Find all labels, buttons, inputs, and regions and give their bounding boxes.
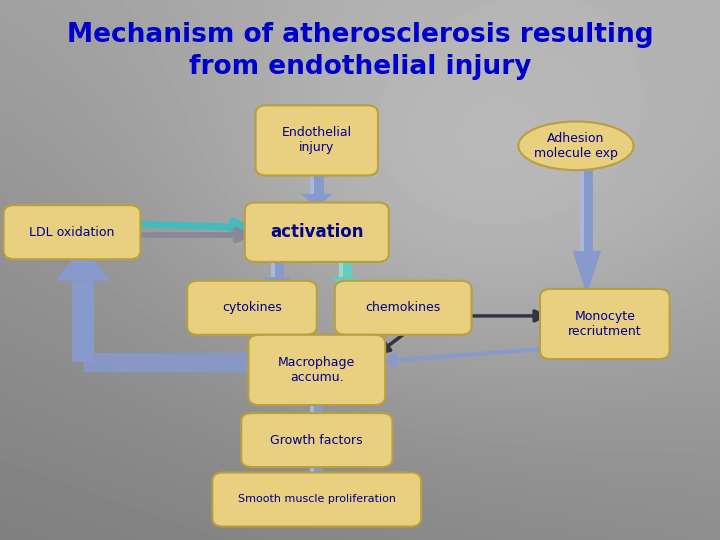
Bar	[271, 254, 284, 278]
Bar	[310, 397, 314, 413]
Text: Smooth muscle proliferation: Smooth muscle proliferation	[238, 495, 396, 504]
Text: activation: activation	[270, 223, 364, 241]
Text: Monocyte
recriutment: Monocyte recriutment	[568, 310, 642, 338]
Text: Endothelial
injury: Endothelial injury	[282, 126, 352, 154]
Bar	[310, 460, 314, 472]
Bar	[310, 460, 323, 472]
FancyBboxPatch shape	[212, 472, 421, 526]
Polygon shape	[572, 251, 601, 294]
FancyBboxPatch shape	[187, 281, 317, 335]
Text: Macrophage
accumu.: Macrophage accumu.	[278, 356, 356, 384]
Bar	[310, 397, 323, 413]
FancyBboxPatch shape	[4, 205, 140, 259]
FancyBboxPatch shape	[335, 281, 472, 335]
Bar	[310, 167, 324, 194]
Ellipse shape	[518, 122, 634, 170]
FancyBboxPatch shape	[248, 335, 385, 405]
Bar	[310, 167, 314, 194]
FancyBboxPatch shape	[256, 105, 378, 176]
Polygon shape	[302, 413, 331, 421]
Polygon shape	[56, 246, 109, 280]
Bar	[339, 254, 343, 278]
Text: Mechanism of atherosclerosis resulting: Mechanism of atherosclerosis resulting	[67, 22, 653, 48]
Bar	[580, 170, 584, 251]
Text: Adhesion
molecule exp: Adhesion molecule exp	[534, 132, 618, 160]
Bar	[580, 170, 593, 251]
Polygon shape	[302, 472, 331, 480]
Polygon shape	[331, 278, 360, 290]
Text: cytokines: cytokines	[222, 301, 282, 314]
FancyBboxPatch shape	[241, 413, 392, 467]
Polygon shape	[263, 278, 292, 290]
Bar	[271, 254, 274, 278]
Text: Growth factors: Growth factors	[271, 434, 363, 447]
Text: from endothelial injury: from endothelial injury	[189, 55, 531, 80]
Text: chemokines: chemokines	[366, 301, 441, 314]
FancyBboxPatch shape	[540, 289, 670, 359]
Bar	[339, 254, 352, 278]
FancyBboxPatch shape	[245, 202, 389, 262]
Polygon shape	[301, 194, 333, 208]
Bar	[72, 280, 94, 362]
Text: LDL oxidation: LDL oxidation	[30, 226, 114, 239]
